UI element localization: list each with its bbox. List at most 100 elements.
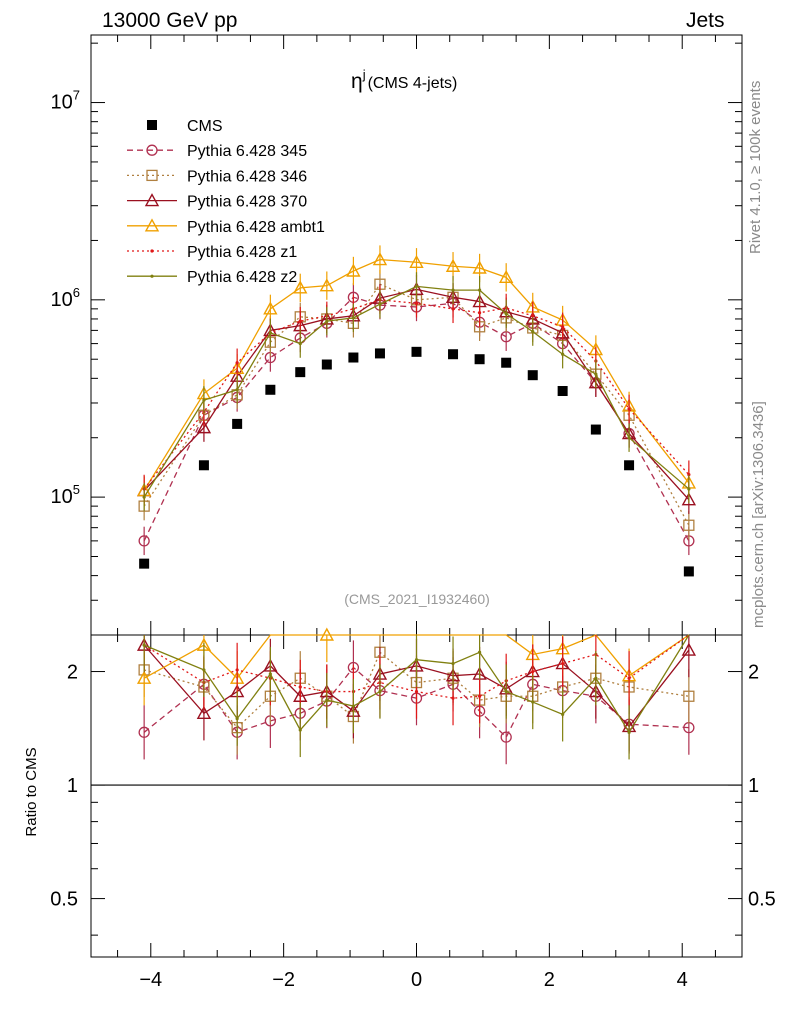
y-tick-label: 105 (51, 482, 80, 508)
series-3-point (372, 252, 388, 266)
cms-data-point (624, 460, 635, 471)
series-5-point (478, 288, 482, 292)
legend: CMS Pythia 6.428 345 Pythia 6.428 346 Pythi… (127, 118, 325, 286)
cms-data-point (265, 384, 276, 395)
y-tick-exponent: 7 (73, 88, 80, 103)
series-4-point (561, 325, 565, 329)
ratio-series-layer (136, 627, 697, 765)
cms-data-point (411, 346, 422, 357)
series-4-ratio-point (627, 676, 631, 680)
series-5-point (504, 312, 508, 316)
series-4-point (627, 407, 631, 411)
series-4-ratio-point (451, 696, 455, 700)
series-5-point (351, 316, 355, 320)
chart-title-superscript: j (362, 67, 366, 82)
x-tick-label: 4 (677, 969, 688, 991)
x-tick-label: −4 (139, 969, 162, 991)
series-5-ratio-point (504, 689, 508, 694)
series-4-ratio-point (478, 694, 482, 698)
series-5-ratio-point (531, 700, 535, 704)
series-5-ratio-point (561, 712, 565, 716)
cms-data-point (198, 460, 209, 471)
legend-cms-marker (147, 120, 157, 130)
series-3-point (409, 254, 424, 268)
cms-data-point (295, 367, 306, 378)
series-5-ratio-point (142, 643, 146, 647)
series-3-ratio-point (319, 627, 335, 641)
series-1-ratio-line (143, 651, 689, 729)
series-4-ratio-point (414, 689, 419, 694)
series-5-ratio-point (298, 728, 302, 732)
series-4-point (298, 319, 302, 323)
cms-data-point (527, 370, 538, 381)
ratio-tick-label: 0.5 (50, 889, 78, 911)
series-5-point (268, 331, 272, 335)
series-5-ratio-point (268, 672, 272, 676)
cms-data-point (321, 359, 332, 370)
legend-cms-label: CMS (187, 118, 223, 135)
cms-data-point (590, 424, 601, 435)
legend-label-3: Pythia 6.428 ambt1 (187, 219, 325, 236)
legend-label-1: Pythia 6.428 346 (187, 168, 307, 185)
series-3-point (472, 260, 487, 274)
main-series-layer (136, 245, 697, 577)
header-energy-label: 13000 GeV pp (102, 9, 238, 32)
series-5-ratio-point (451, 661, 455, 666)
legend-marker-3 (144, 218, 160, 232)
series-3-ratio-point (136, 670, 152, 684)
legend-marker-5 (150, 274, 154, 278)
series-4-point (531, 314, 535, 318)
legend-label-5: Pythia 6.428 z2 (187, 269, 297, 286)
series-4-ratio-point (298, 685, 302, 689)
series-0-ratio-point (138, 726, 150, 738)
cms-data-point (557, 386, 568, 397)
series-0-point (138, 535, 150, 547)
series-4-ratio-point (531, 669, 535, 674)
series-3-point (263, 301, 278, 315)
ratio-tick-label-right: 2 (748, 662, 759, 684)
series-4-point (478, 311, 482, 315)
y-tick-label: 106 (51, 285, 80, 311)
series-5-ratio-point (202, 668, 206, 672)
series-5-point (561, 352, 565, 356)
series-4-line (143, 299, 690, 490)
series-1-point (683, 519, 695, 531)
cms-data-point (683, 566, 694, 577)
series-5-ratio-point (351, 704, 355, 708)
series-3-point (293, 280, 308, 294)
cms-data-point (348, 352, 359, 363)
cms-data-point (232, 418, 243, 429)
series-0-line (143, 296, 690, 542)
series-5-point (325, 319, 329, 323)
ratio-tick-label: 1 (67, 775, 78, 797)
header-category-label: Jets (686, 9, 725, 32)
series-3-point (319, 278, 335, 292)
chart-title: ηj(CMS 4-jets) (351, 67, 457, 93)
series-5-ratio-point (378, 689, 382, 694)
series-2-ratio-point (196, 705, 212, 719)
x-tick-label: −2 (272, 969, 295, 991)
series-5-ratio-point (325, 698, 329, 702)
cms-data-point (501, 357, 512, 368)
legend-label-0: Pythia 6.428 345 (187, 143, 307, 160)
ratio-y-label: Ratio to CMS (23, 747, 40, 836)
series-5-point (235, 388, 239, 392)
legend-label-4: Pythia 6.428 z1 (187, 244, 297, 261)
legend-marker-1 (146, 169, 158, 182)
series-5-point (142, 495, 146, 499)
series-1-ratio-point (683, 690, 695, 702)
series-4-point (235, 361, 239, 365)
series-5-ratio-point (235, 717, 239, 721)
rivet-version-label: Rivet 4.1.0, ≥ 100k events (747, 80, 764, 254)
series-4-point (414, 301, 419, 305)
series-5-point (202, 398, 206, 402)
series-4-ratio-point (561, 661, 565, 666)
series-5-ratio-point (627, 730, 631, 734)
legend-marker-0 (146, 144, 158, 156)
y-tick-exponent: 5 (73, 482, 80, 497)
cms-data-point (448, 349, 459, 360)
series-5-point (594, 372, 598, 376)
cms-data-point (374, 348, 385, 359)
series-4-point (687, 473, 691, 477)
series-3-point (498, 269, 514, 284)
